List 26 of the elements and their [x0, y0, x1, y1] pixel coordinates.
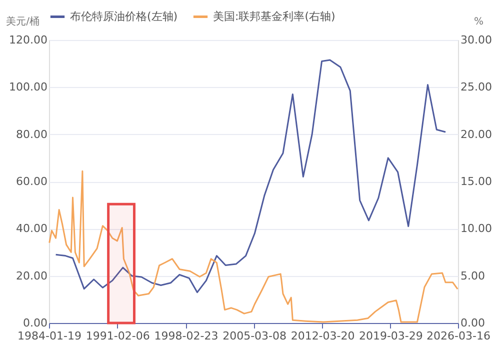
y2-tick-label: 25.00	[460, 80, 492, 94]
y2-tick-label: 20.00	[460, 128, 492, 141]
y-tick-label: 40.00	[16, 222, 48, 236]
y2-tick-label: 10.00	[460, 222, 492, 236]
x-tick-label: 2026-03-16	[426, 330, 490, 342]
y2-tick-label: 15.00	[460, 175, 492, 188]
legend-label: 美国:联邦基金利率(右轴)	[213, 10, 336, 23]
x-tick-label: 1998-02-23	[154, 330, 218, 342]
legend-label: 布伦特原油价格(左轴)	[70, 10, 178, 23]
y-tick-label: 80.00	[16, 128, 48, 141]
y-tick-label: 0.00	[23, 316, 48, 330]
x-tick-label: 1984-01-19	[18, 330, 82, 342]
x-tick-label: 2005-03-08	[222, 330, 287, 342]
y-tick-label: 120.00	[9, 34, 48, 46]
x-tick-label: 1991-02-06	[86, 330, 150, 342]
y-tick-label: 20.00	[16, 269, 48, 282]
x-tick-label: 2019-03-29	[358, 330, 423, 342]
y-axis-title: 美元/桶	[6, 16, 40, 28]
y2-tick-label: 5.00	[460, 269, 485, 282]
y2-axis-title: %	[474, 16, 484, 28]
y2-tick-label: 30.00	[460, 34, 492, 46]
x-tick-label: 2012-03-20	[290, 330, 355, 342]
y-tick-label: 60.00	[16, 175, 48, 188]
y-tick-label: 100.00	[9, 80, 48, 94]
line-series	[55, 59, 446, 294]
y2-tick-label: 0.00	[460, 316, 485, 330]
